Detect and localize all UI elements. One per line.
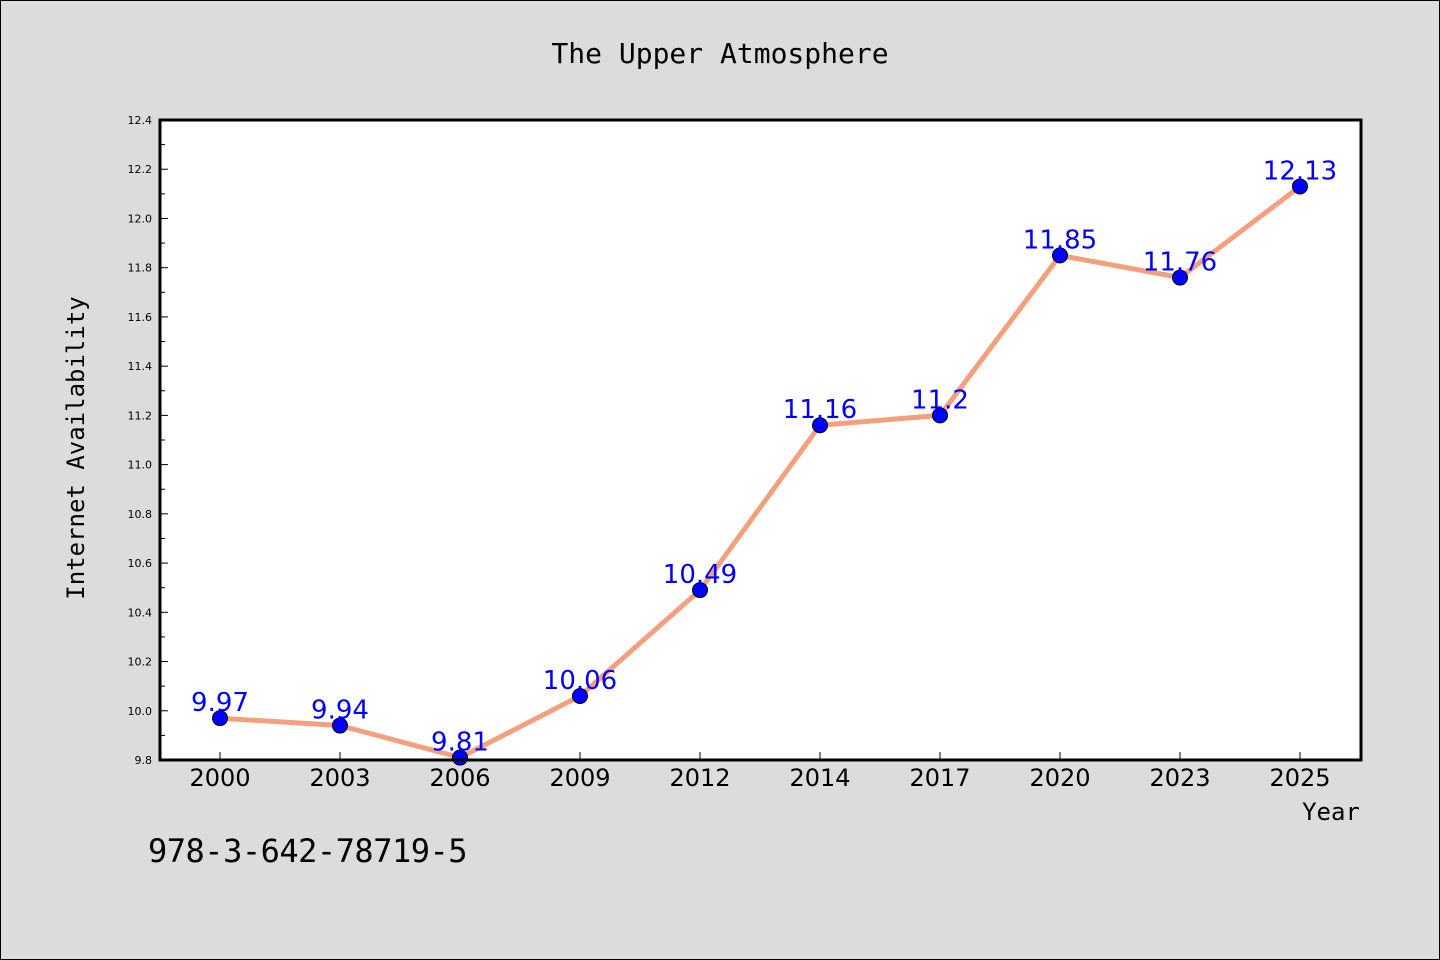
y-tick-label: 11.4 xyxy=(128,360,153,373)
data-label: 9.97 xyxy=(191,688,249,718)
x-tick-label: 2020 xyxy=(1029,764,1090,792)
data-label: 10.06 xyxy=(543,666,617,696)
x-tick-label: 2009 xyxy=(549,764,610,792)
x-axis: 2000 2003 2006 2009 2012 2014 2017 2020 2023 2025 xyxy=(189,752,1331,792)
y-tick-label: 10.8 xyxy=(128,508,153,521)
x-tick-label: 2012 xyxy=(669,764,730,792)
isbn-text: 978-3-642-78719-5 xyxy=(148,832,468,870)
x-axis-label: Year xyxy=(1302,798,1360,826)
x-tick-label: 2006 xyxy=(429,764,490,792)
data-label: 10.49 xyxy=(663,560,737,590)
data-point xyxy=(812,417,828,434)
y-tick-label: 10.4 xyxy=(128,606,153,619)
y-tick-label: 12.2 xyxy=(128,163,153,176)
y-tick-label: 10.2 xyxy=(128,656,153,669)
series-group: 9.97 9.94 9.81 10.06 10.49 11.16 11.2 11.85 11.7… xyxy=(191,156,1337,766)
y-tick-label: 11.0 xyxy=(128,459,153,472)
y-tick-label: 11.6 xyxy=(128,311,153,324)
y-tick-label: 12.0 xyxy=(128,212,153,225)
x-tick-label: 2025 xyxy=(1269,764,1330,792)
data-label: 11.85 xyxy=(1023,225,1097,255)
data-point xyxy=(1052,247,1068,264)
x-tick-label: 2023 xyxy=(1149,764,1210,792)
data-point xyxy=(692,582,708,599)
series-line xyxy=(217,184,1303,760)
x-tick-label: 2003 xyxy=(309,764,370,792)
data-label: 12.13 xyxy=(1263,156,1337,186)
data-point xyxy=(332,717,348,734)
data-label: 9.94 xyxy=(311,696,369,726)
y-tick-label: 11.8 xyxy=(128,262,153,275)
data-label: 9.81 xyxy=(431,728,489,758)
y-tick-label: 10.0 xyxy=(128,705,153,718)
y-axis-label: Internet Availability xyxy=(62,296,90,599)
data-label: 11.16 xyxy=(783,395,857,425)
y-tick-label: 10.6 xyxy=(128,557,153,570)
x-tick-label: 2000 xyxy=(189,764,250,792)
data-point xyxy=(212,710,228,727)
data-label: 11.2 xyxy=(911,385,969,415)
x-tick-label: 2014 xyxy=(789,764,850,792)
chart-title: The Upper Atmosphere xyxy=(551,37,888,70)
x-tick-label: 2017 xyxy=(909,764,970,792)
data-point xyxy=(932,407,948,424)
y-tick-label: 11.2 xyxy=(128,409,153,422)
plot-border xyxy=(158,118,1363,762)
y-tick-label: 9.8 xyxy=(135,754,153,767)
data-label: 11.76 xyxy=(1143,248,1217,278)
y-tick-label: 12.4 xyxy=(128,114,153,127)
plot-area xyxy=(160,120,1361,760)
data-point xyxy=(1292,178,1308,195)
data-point xyxy=(572,688,588,704)
data-point xyxy=(1172,269,1188,286)
